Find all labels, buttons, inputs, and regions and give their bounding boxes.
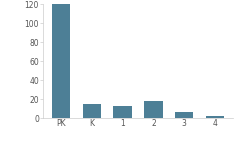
Bar <box>206 116 224 118</box>
Bar <box>83 104 101 118</box>
Bar <box>144 101 163 118</box>
Bar <box>175 112 193 118</box>
Bar <box>113 106 132 118</box>
Bar <box>52 4 70 118</box>
